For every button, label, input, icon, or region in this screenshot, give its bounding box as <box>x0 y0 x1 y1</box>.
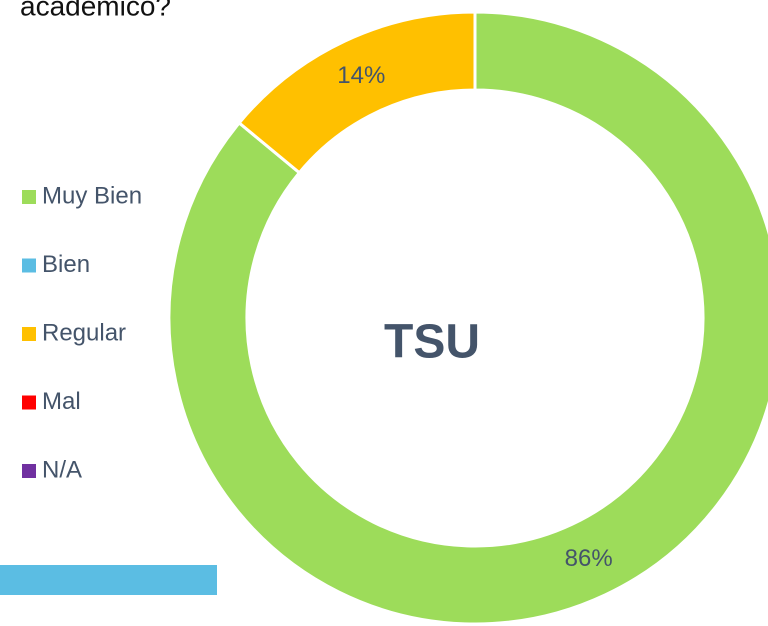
chart-title: académico? <box>20 0 171 21</box>
legend-label: Muy Bien <box>42 182 142 209</box>
legend-swatch <box>22 190 36 204</box>
legend-swatch <box>22 395 36 410</box>
data-label: 14% <box>337 62 385 89</box>
decor-bar <box>0 565 217 595</box>
donut-segment <box>237 10 477 175</box>
legend-label: Bien <box>42 251 90 278</box>
legend-label: N/A <box>42 456 82 483</box>
legend-swatch <box>22 258 36 273</box>
donut-segment <box>167 10 768 626</box>
data-label: 86% <box>565 545 613 572</box>
center-label: TSU <box>384 316 480 369</box>
legend-swatch <box>22 464 36 478</box>
legend-label: Regular <box>42 319 126 346</box>
legend-label: Mal <box>42 388 81 415</box>
legend-swatch <box>22 327 36 341</box>
